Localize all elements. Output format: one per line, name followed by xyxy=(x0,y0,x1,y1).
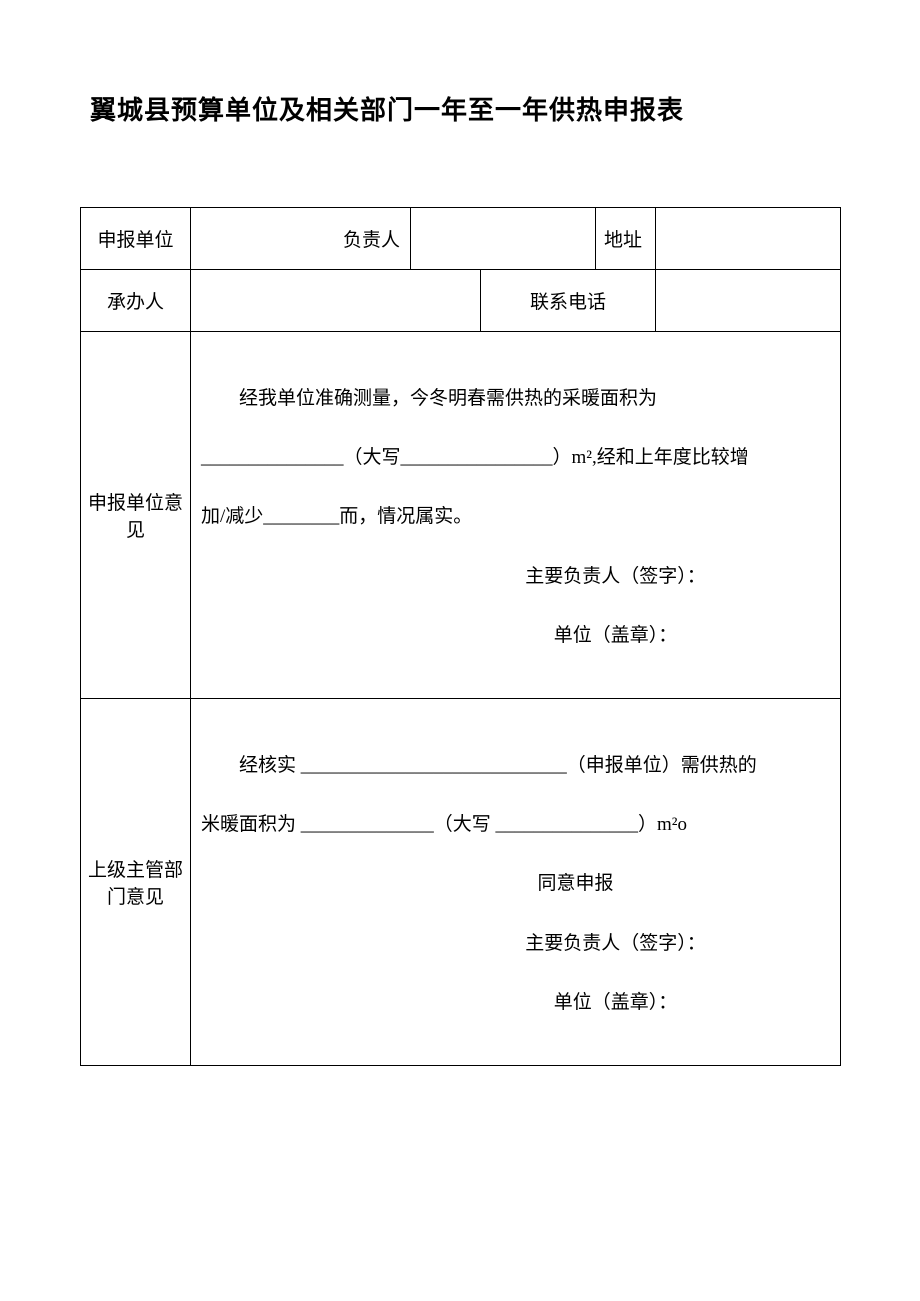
header-row-2: 承办人 联系电话 xyxy=(81,270,841,332)
stamp-2: 单位（盖章）： xyxy=(201,976,830,1029)
line-b2: 米暖面积为 ______________（大写 _______________）… xyxy=(201,798,830,851)
opinion-row-1: 申报单位意见 经我单位准确测量，今冬明春需供热的采暖面积为 __________… xyxy=(81,332,841,699)
opinion-row-2: 上级主管部门意见 经核实 ___________________________… xyxy=(81,698,841,1065)
blank-address xyxy=(656,208,841,270)
line-1: 经我单位准确测量，今冬明春需供热的采暖面积为 xyxy=(201,372,830,425)
label-person: 负责人 xyxy=(191,208,411,270)
header-row-1: 申报单位 负责人 地址 xyxy=(81,208,841,270)
line-2: _______________（大写________________）m²,经和… xyxy=(201,431,830,484)
page-title: 翼城县预算单位及相关部门一年至一年供热申报表 xyxy=(90,90,840,127)
blank-handler xyxy=(191,270,481,332)
line-3: 加/减少________而，情况属实。 xyxy=(201,490,830,543)
signature-1: 主要负责人（签字）： xyxy=(201,550,830,603)
blank-phone xyxy=(656,270,841,332)
signature-2: 主要负责人（签字）： xyxy=(201,917,830,970)
label-phone: 联系电话 xyxy=(481,270,656,332)
line-b3: 同意申报 xyxy=(201,857,830,910)
stamp-1: 单位（盖章）： xyxy=(201,609,830,662)
blank-person xyxy=(411,208,596,270)
unit-opinion-content: 经我单位准确测量，今冬明春需供热的采暖面积为 _______________（大… xyxy=(191,332,841,699)
label-handler: 承办人 xyxy=(81,270,191,332)
form-table: 申报单位 负责人 地址 承办人 联系电话 申报单位意见 经我单位准确测量，今冬明… xyxy=(80,207,841,1066)
superior-opinion-content: 经核实 ____________________________（申报单位）需供… xyxy=(191,698,841,1065)
label-superior-opinion: 上级主管部门意见 xyxy=(81,698,191,1065)
label-address: 地址 xyxy=(596,208,656,270)
line-b1: 经核实 ____________________________（申报单位）需供… xyxy=(201,739,830,792)
label-unit-opinion: 申报单位意见 xyxy=(81,332,191,699)
label-unit: 申报单位 xyxy=(81,208,191,270)
